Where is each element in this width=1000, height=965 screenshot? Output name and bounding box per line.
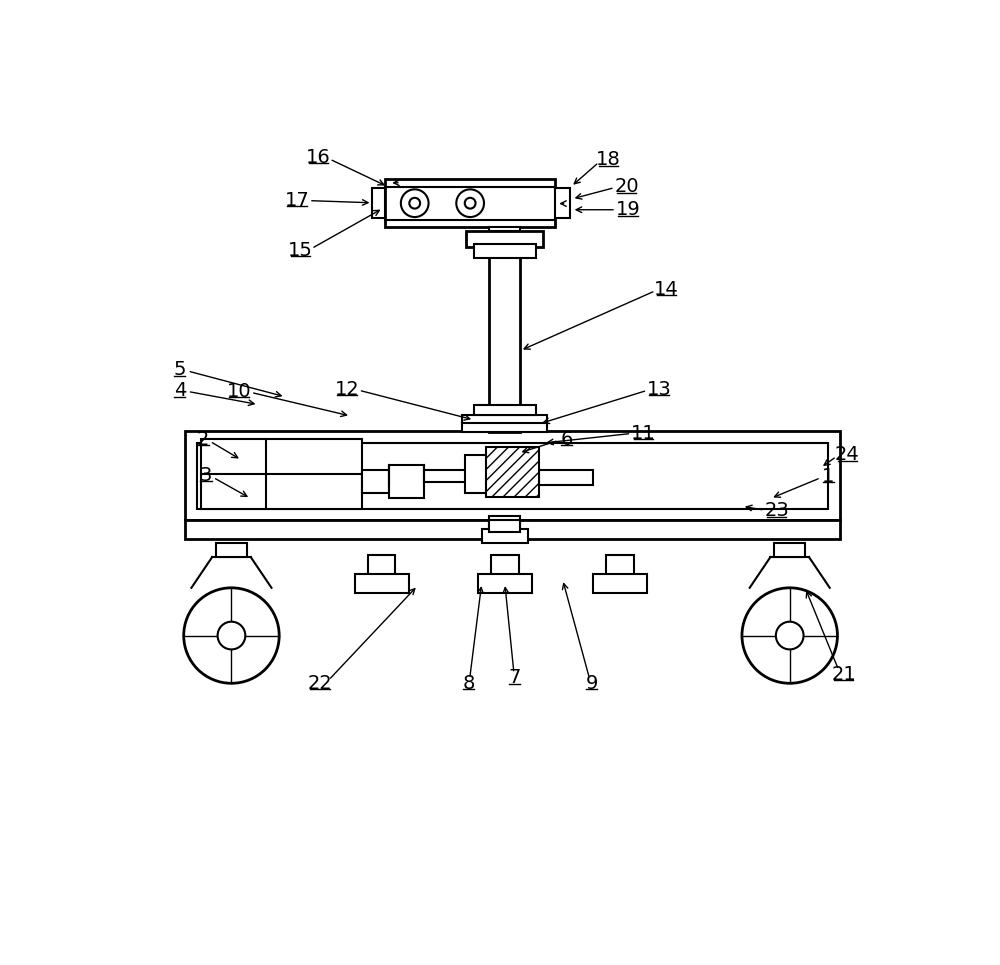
Text: 6: 6	[560, 429, 573, 449]
Bar	[486, 447, 539, 497]
Text: 11: 11	[631, 424, 656, 443]
Bar	[362, 470, 389, 493]
Bar	[201, 439, 362, 509]
Bar	[372, 188, 385, 218]
Bar	[465, 455, 488, 493]
Text: 7: 7	[509, 669, 521, 687]
Circle shape	[401, 189, 429, 217]
Text: 8: 8	[462, 674, 475, 693]
Text: 14: 14	[654, 280, 679, 298]
Text: 22: 22	[308, 674, 332, 693]
Bar	[368, 555, 395, 578]
Text: 20: 20	[614, 178, 639, 196]
Bar	[185, 520, 840, 539]
Text: 18: 18	[596, 151, 621, 169]
Text: 5: 5	[174, 360, 186, 379]
Text: 19: 19	[616, 201, 640, 219]
Bar	[355, 574, 409, 593]
Bar	[216, 543, 247, 557]
Text: 24: 24	[835, 445, 860, 464]
Circle shape	[776, 621, 804, 649]
Text: 4: 4	[174, 381, 186, 400]
Bar	[474, 244, 536, 259]
Bar	[466, 232, 543, 247]
Bar	[593, 574, 647, 593]
Bar	[489, 243, 520, 431]
Circle shape	[456, 189, 484, 217]
Bar	[489, 228, 520, 232]
Bar	[478, 574, 532, 593]
Text: 3: 3	[200, 466, 212, 484]
Bar	[774, 543, 805, 557]
Text: 10: 10	[227, 382, 251, 401]
Text: 17: 17	[285, 191, 309, 210]
Bar	[482, 529, 528, 543]
Bar	[185, 431, 840, 520]
Bar	[539, 470, 593, 485]
Bar	[462, 415, 547, 431]
Bar	[489, 516, 520, 532]
Text: 9: 9	[586, 674, 598, 693]
Bar	[555, 188, 570, 218]
Text: 1: 1	[822, 467, 834, 485]
Bar	[491, 555, 519, 578]
Text: 2: 2	[197, 429, 209, 449]
Bar	[606, 555, 634, 578]
Bar	[197, 443, 828, 509]
Text: 12: 12	[335, 379, 359, 399]
Text: 21: 21	[831, 665, 856, 683]
Circle shape	[218, 621, 245, 649]
Bar	[474, 405, 536, 415]
Circle shape	[465, 198, 476, 208]
Text: 23: 23	[764, 501, 789, 520]
Text: 16: 16	[306, 148, 331, 167]
Circle shape	[742, 588, 837, 683]
Circle shape	[409, 198, 420, 208]
Bar	[489, 520, 520, 532]
Bar	[385, 179, 555, 228]
Text: 13: 13	[646, 379, 671, 399]
Bar	[389, 464, 424, 499]
Circle shape	[184, 588, 279, 683]
Text: 15: 15	[288, 241, 313, 260]
